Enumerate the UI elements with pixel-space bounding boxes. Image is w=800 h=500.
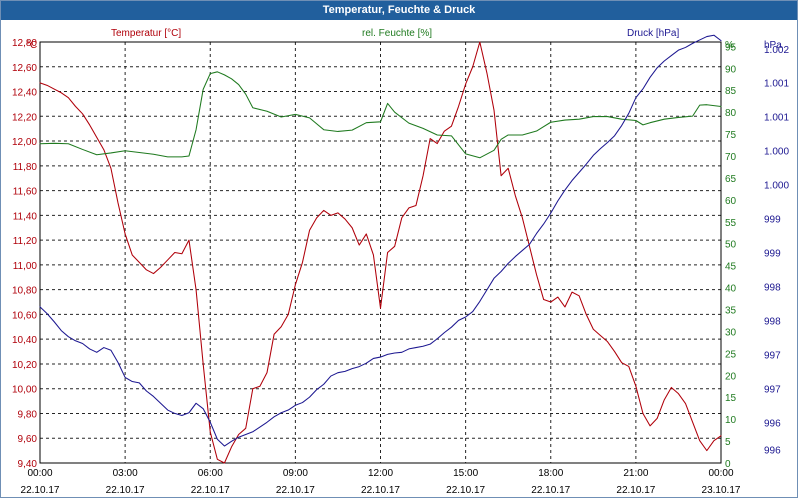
humidity-tick: 40 [725, 284, 737, 295]
humidity-tick: 30 [725, 327, 737, 338]
temperature-tick: 11,80 [13, 162, 38, 173]
pressure-tick: hPa [764, 40, 782, 51]
temperature-tick: 12,40 [12, 88, 37, 99]
date-tick: 22.10.17 [21, 485, 60, 496]
date-tick: 22.10.17 [276, 485, 315, 496]
pressure-tick: 999 [764, 215, 781, 226]
temperature-tick: 9,80 [18, 409, 38, 420]
time-tick: 18:00 [538, 468, 563, 479]
weather-chart: 9,40 9,60 9,80 10,00 10,20 10,40 10,60 10,80 11,… [1, 20, 797, 497]
temperature-tick: 9,60 [18, 434, 38, 445]
time-tick: 06:00 [198, 468, 223, 479]
time-tick: 15:00 [453, 468, 478, 479]
humidity-tick: 50 [725, 240, 737, 251]
pressure-tick: 1.001 [764, 113, 789, 124]
time-tick: 21:00 [623, 468, 648, 479]
pressure-tick: 1.000 [764, 181, 789, 192]
humidity-tick: 95 [725, 42, 737, 53]
pressure-tick: 998 [764, 282, 781, 293]
humidity-legend: rel. Feuchte [%] [362, 28, 432, 39]
time-tick: 09:00 [283, 468, 308, 479]
time-tick: 12:00 [368, 468, 393, 479]
humidity-tick: 80 [725, 108, 737, 119]
humidity-tick: 15 [725, 393, 737, 404]
chart-series [39, 34, 722, 464]
temperature-tick: 10,60 [12, 310, 37, 321]
humidity-tick: % [725, 40, 734, 51]
temperature-legend: Temperatur [°C] [111, 28, 181, 39]
temperature-tick: 12,00 [12, 137, 37, 148]
pressure-tick: 1.002 [764, 45, 789, 56]
temperature-tick: 12,60 [12, 63, 37, 74]
pressure-series-line [39, 34, 722, 447]
pressure-tick: 1.000 [764, 147, 789, 158]
humidity-tick: 35 [725, 306, 737, 317]
temperature-tick: 11,20 [13, 236, 38, 247]
humidity-tick: 55 [725, 218, 737, 229]
pressure-tick: 1.001 [764, 79, 789, 90]
humidity-tick: 70 [725, 152, 737, 163]
date-tick: 22.10.17 [106, 485, 145, 496]
pressure-tick: 997 [764, 384, 781, 395]
humidity-tick: 0 [725, 459, 731, 470]
grid-lines [40, 41, 721, 464]
time-tick: 00:00 [708, 468, 733, 479]
humidity-tick: 85 [725, 86, 737, 97]
humidity-tick: 5 [725, 437, 731, 448]
date-tick: 22.10.17 [531, 485, 570, 496]
pressure-tick: 998 [764, 316, 781, 327]
chart-svg: 9,40 9,60 9,80 10,00 10,20 10,40 10,60 10,80 11,… [12, 28, 789, 496]
humidity-tick: 65 [725, 174, 737, 185]
humidity-tick: 20 [725, 371, 737, 382]
temperature-tick: 11,40 [13, 211, 38, 222]
humidity-tick: 90 [725, 64, 737, 75]
temperature-tick: 11,60 [13, 187, 38, 198]
pressure-tick: 999 [764, 249, 781, 260]
date-tick: 22.10.17 [616, 485, 655, 496]
temperature-tick: 9,40 [18, 459, 38, 470]
humidity-tick: 75 [725, 130, 737, 141]
temperature-axis-unit: °C [26, 40, 37, 51]
temperature-tick: 10,40 [12, 335, 37, 346]
temperature-series-line [39, 41, 722, 464]
window-title: Temperatur, Feuchte & Druck [1, 1, 797, 20]
temperature-tick: 11,00 [13, 261, 38, 272]
pressure-tick: 996 [764, 418, 781, 429]
pressure-tick: 996 [764, 445, 781, 456]
temperature-tick: 10,20 [12, 360, 37, 371]
humidity-series-line [39, 71, 722, 159]
date-tick: 23.10.17 [702, 485, 741, 496]
date-tick: 22.10.17 [446, 485, 485, 496]
time-tick: 00:00 [27, 468, 52, 479]
temperature-tick: 12,80 [12, 38, 37, 49]
temperature-tick: 10,00 [12, 385, 37, 396]
time-tick: 03:00 [113, 468, 138, 479]
humidity-tick: 10 [725, 415, 737, 426]
humidity-tick: 45 [725, 262, 737, 273]
humidity-tick: 60 [725, 196, 737, 207]
temperature-tick: 12,20 [12, 112, 37, 123]
axis-ticks: 9,40 9,60 9,80 10,00 10,20 10,40 10,60 10,80 11,… [12, 38, 789, 496]
humidity-tick: 25 [725, 349, 737, 360]
temperature-tick: 10,80 [12, 286, 37, 297]
date-tick: 22.10.17 [361, 485, 400, 496]
pressure-legend: Druck [hPa] [627, 28, 679, 39]
date-tick: 22.10.17 [191, 485, 230, 496]
pressure-tick: 997 [764, 350, 781, 361]
